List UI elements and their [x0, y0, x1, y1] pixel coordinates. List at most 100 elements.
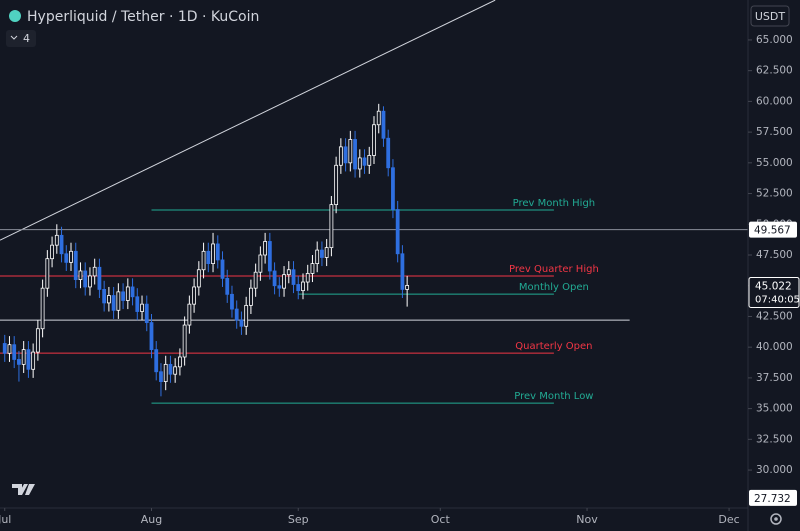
price-axis: [749, 0, 800, 531]
candle-body: [391, 167, 395, 210]
candle-body: [64, 253, 69, 263]
level-label: Monthly Open: [519, 282, 589, 293]
indicator-toggle[interactable]: [6, 30, 36, 47]
candle-body: [211, 243, 215, 265]
candle-body: [291, 269, 296, 285]
x-tick-label: Dec: [718, 513, 739, 526]
candle-body: [182, 324, 187, 358]
y-tick-label: 32.500: [756, 433, 793, 445]
y-tick-label: 60.000: [756, 95, 793, 107]
currency-button[interactable]: [750, 5, 790, 27]
candle-body: [206, 250, 211, 265]
candle-body: [234, 308, 239, 321]
plot-area: Prev Month High Prev Quarter High Monthly …: [0, 0, 748, 404]
tv-logo: [12, 484, 35, 495]
candle-body: [92, 266, 97, 277]
candle-body: [31, 351, 36, 370]
y-tick-label: 65.000: [756, 34, 793, 46]
candle-body: [83, 270, 88, 288]
candle-body: [372, 124, 376, 156]
candle-body: [315, 249, 320, 265]
candle-body: [296, 284, 301, 292]
candle-body: [367, 155, 372, 166]
candle-body: [400, 253, 405, 290]
axis-group: 30.000 32.500 35.000 37.500 40.000 42.500 45.0…: [0, 34, 800, 526]
candle-body: [88, 275, 92, 288]
candle-body: [26, 349, 31, 370]
candle-body: [357, 157, 362, 170]
y-tick-label: 55.000: [756, 157, 793, 169]
candle-body: [343, 146, 348, 164]
y-tick-label: 30.000: [756, 464, 793, 476]
price-marker-label: 49.567: [754, 225, 791, 237]
candle-body: [301, 281, 305, 292]
candle-body: [215, 243, 220, 261]
candle-body: [386, 137, 391, 169]
candle-body: [177, 356, 182, 368]
candle-body: [253, 271, 258, 289]
x-tick-label: Jul: [0, 513, 11, 526]
candle-body: [258, 254, 263, 273]
candle-body: [201, 250, 206, 271]
candle-body: [353, 139, 357, 170]
price-marker-box: [749, 489, 797, 506]
candle-body: [102, 289, 107, 304]
candle-body: [97, 266, 102, 290]
candle-body: [35, 328, 40, 353]
y-tick-label: 42.500: [756, 310, 793, 322]
candle-body: [17, 359, 21, 365]
candle-body: [59, 234, 64, 255]
candle-body: [111, 295, 116, 311]
x-tick-label: Aug: [141, 513, 162, 526]
last-price-label: 45.022: [755, 280, 792, 292]
y-tick-label: 37.500: [756, 372, 793, 384]
candle-body: [263, 241, 268, 256]
candle-body: [78, 270, 83, 280]
candle-body: [173, 366, 178, 375]
candle-body: [320, 249, 324, 258]
candle-body: [249, 287, 253, 306]
candle-body: [324, 247, 329, 258]
candle-body: [144, 303, 149, 323]
level-label: Prev Quarter High: [509, 264, 599, 275]
candle-body: [2, 343, 7, 354]
candle-body: [334, 164, 339, 206]
candle-body: [196, 269, 201, 288]
candle-body: [220, 259, 225, 279]
candle-body: [50, 244, 54, 260]
candle-body: [187, 303, 192, 326]
candle-body: [159, 371, 163, 382]
candle-body: [45, 258, 50, 289]
candle-body: [348, 139, 353, 164]
y-tick-label: 57.500: [756, 126, 793, 138]
candle-body: [7, 344, 12, 354]
candle-body: [121, 291, 125, 301]
candle-body: [163, 363, 168, 382]
candle-body: [244, 304, 249, 327]
candle-body: [69, 250, 73, 263]
candle-body: [381, 110, 386, 139]
level-label: Prev Month High: [513, 198, 596, 209]
candle-body: [376, 110, 381, 126]
candle-body: [225, 277, 230, 295]
candle-body: [267, 241, 272, 272]
chevron-icon: [10, 35, 18, 40]
trend-line: [0, 0, 496, 241]
symbol-logo: [9, 10, 21, 22]
candle-body: [116, 291, 121, 311]
candle-body: [125, 286, 130, 301]
y-tick-label: 35.000: [756, 403, 793, 415]
settings-icon[interactable]: [770, 513, 782, 525]
candle-body: [54, 234, 59, 246]
candle-body: [282, 274, 286, 289]
candle-body: [272, 270, 277, 287]
y-tick-label: 62.500: [756, 65, 793, 77]
candle-body: [286, 269, 291, 276]
price-marker-box: [749, 221, 797, 238]
candle-body: [277, 285, 282, 289]
candle-body: [192, 286, 197, 305]
candle-body: [362, 157, 367, 166]
candle-body: [395, 209, 400, 255]
price-marker-label: 27.732: [754, 493, 791, 505]
